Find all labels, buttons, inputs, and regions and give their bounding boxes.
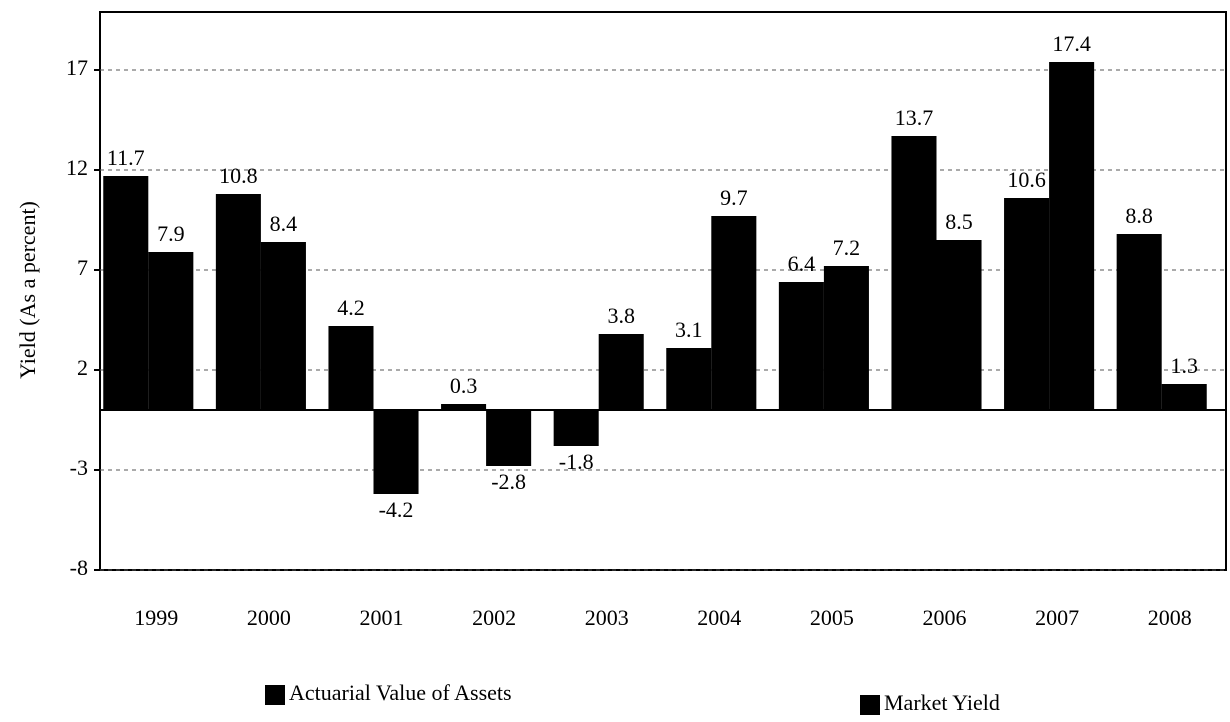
bar: [373, 410, 419, 494]
value-label: 8.5: [945, 209, 973, 234]
bar: [891, 136, 937, 410]
bar: [711, 216, 757, 410]
legend-swatch: [860, 695, 880, 715]
bar: [553, 410, 599, 446]
value-label: -2.8: [491, 469, 526, 494]
value-label: 6.4: [788, 251, 816, 276]
y-axis-label: Yield (As a percent): [15, 201, 40, 379]
x-tick-label: 2006: [923, 605, 967, 630]
x-tick-label: 2008: [1148, 605, 1192, 630]
bar: [598, 334, 644, 410]
y-tick-label: 12: [66, 155, 88, 180]
y-tick-label: 7: [77, 255, 88, 280]
bar: [441, 404, 487, 410]
x-tick-label: 2004: [697, 605, 741, 630]
x-tick-label: 2003: [585, 605, 629, 630]
y-tick-label: -3: [70, 455, 88, 480]
bar: [666, 348, 712, 410]
y-tick-label: -8: [70, 555, 88, 580]
value-label: 13.7: [895, 105, 934, 130]
x-tick-label: 2005: [810, 605, 854, 630]
legend-swatch: [265, 685, 285, 705]
value-label: 10.8: [219, 163, 258, 188]
x-tick-label: 2002: [472, 605, 516, 630]
value-label: 9.7: [720, 185, 748, 210]
bar: [823, 266, 869, 410]
x-tick-label: 2001: [360, 605, 404, 630]
legend-label: Market Yield: [884, 690, 1000, 715]
bar: [1161, 384, 1207, 410]
value-label: 8.8: [1125, 203, 1153, 228]
x-tick-label: 2000: [247, 605, 291, 630]
bar: [260, 242, 306, 410]
bar: [778, 282, 824, 410]
x-tick-label: 2007: [1035, 605, 1079, 630]
value-label: 17.4: [1052, 31, 1091, 56]
y-tick-label: 2: [77, 355, 88, 380]
bar: [486, 410, 532, 466]
bar: [215, 194, 261, 410]
value-label: 3.8: [607, 303, 635, 328]
legend-label: Actuarial Value of Assets: [289, 680, 512, 705]
bar: [328, 326, 374, 410]
x-tick-label: 1999: [134, 605, 178, 630]
value-label: 4.2: [337, 295, 365, 320]
value-label: -1.8: [559, 449, 594, 474]
value-label: 3.1: [675, 317, 703, 342]
bar: [148, 252, 194, 410]
value-label: -4.2: [379, 497, 414, 522]
value-label: 7.2: [833, 235, 861, 260]
value-label: 11.7: [107, 145, 145, 170]
bar: [1049, 62, 1095, 410]
bar: [936, 240, 982, 410]
y-tick-label: 17: [66, 55, 88, 80]
value-label: 7.9: [157, 221, 185, 246]
bar: [1116, 234, 1162, 410]
bar: [1004, 198, 1050, 410]
value-label: 10.6: [1007, 167, 1046, 192]
value-label: 1.3: [1170, 353, 1198, 378]
value-label: 8.4: [270, 211, 298, 236]
value-label: 0.3: [450, 373, 478, 398]
bar: [103, 176, 149, 410]
